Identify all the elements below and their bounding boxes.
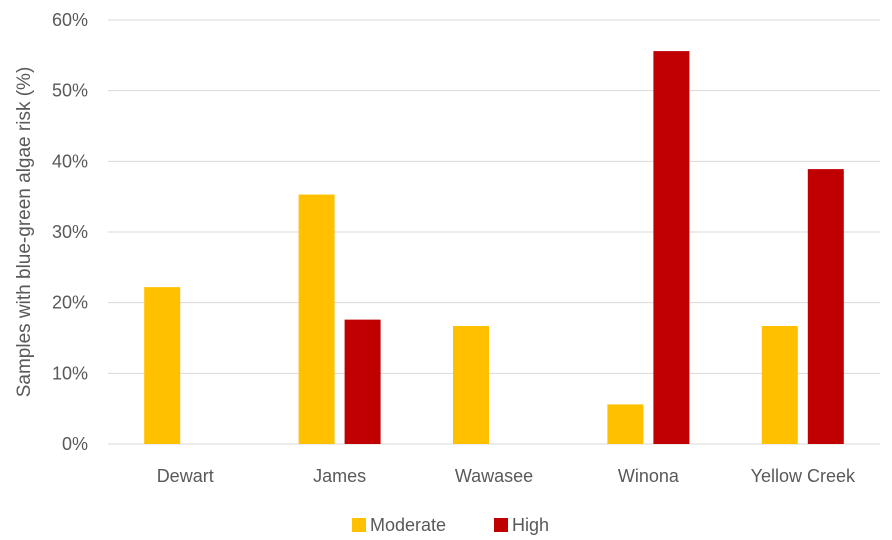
bar-moderate-winona <box>607 404 644 444</box>
legend-label-moderate: Moderate <box>370 515 446 535</box>
y-tick-label-20: 20% <box>52 293 88 313</box>
bars <box>144 51 844 445</box>
x-category-label-winona: Winona <box>618 466 680 486</box>
y-tick-label-40: 40% <box>52 151 88 171</box>
x-category-label-dewart: Dewart <box>157 466 214 486</box>
legend-swatch-moderate <box>352 518 366 532</box>
gridlines <box>108 19 880 445</box>
x-category-label-yellow-creek: Yellow Creek <box>751 466 856 486</box>
legend-label-high: High <box>512 515 549 535</box>
x-category-label-james: James <box>313 466 366 486</box>
bar-high-james <box>344 319 381 444</box>
y-tick-label-60: 60% <box>52 10 88 30</box>
legend: Moderate High <box>352 515 549 535</box>
legend-swatch-high <box>494 518 508 532</box>
bar-moderate-wawasee <box>453 325 489 444</box>
x-axis-category-labels: Dewart James Wawasee Winona Yellow Creek <box>157 466 856 486</box>
bar-moderate-james <box>298 194 335 444</box>
y-tick-label-30: 30% <box>52 222 88 242</box>
bar-high-yellow-creek <box>807 169 844 444</box>
bar-high-winona <box>653 51 690 445</box>
y-axis-title: Samples with blue-green algae risk (%) <box>14 67 35 398</box>
bar-moderate-yellow-creek <box>761 325 798 444</box>
y-tick-label-10: 10% <box>52 363 88 383</box>
y-tick-label-0: 0% <box>62 434 88 454</box>
y-axis-ticks: 0% 10% 20% 30% 40% 50% 60% <box>52 10 88 454</box>
y-tick-label-50: 50% <box>52 81 88 101</box>
x-category-label-wawasee: Wawasee <box>455 466 533 486</box>
bar-moderate-dewart <box>144 287 181 444</box>
